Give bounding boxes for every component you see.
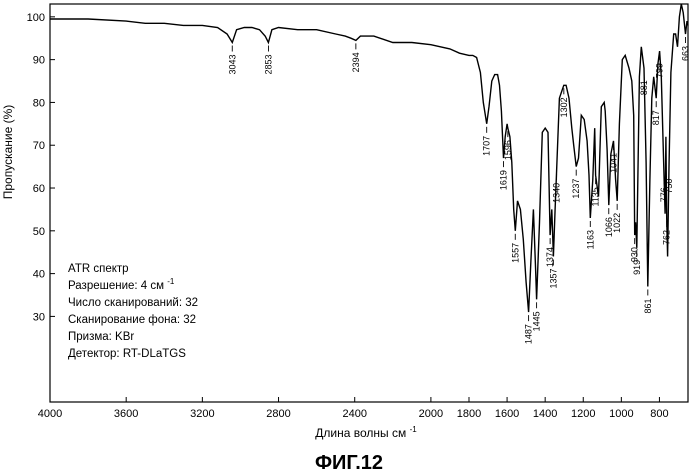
x-tick-label: 1600 [495,408,519,420]
x-tick-label: 3600 [114,408,138,420]
peak-label-text: 930 [630,247,640,262]
x-axis-title-sup: -1 [410,425,418,434]
x-axis-title-text: Длина волны см [315,426,406,440]
info-resolution-text: Разрешение: 4 см [68,280,164,292]
peak-label-text: 2394 [351,52,361,72]
peak-label-text: 1237 [571,179,581,199]
peak-label: 1707 [482,127,492,156]
peak-label: 1557 [510,234,520,263]
peak-label: 3043 [227,46,237,75]
peak-label: 2853 [263,46,273,75]
info-line-scans: Число сканирований: 32 [68,297,198,309]
peak-label: 930 [630,238,640,262]
x-tick-label: 2800 [266,408,290,420]
x-tick-label: 1200 [571,408,595,420]
peak-label: 1619 [499,161,509,190]
peak-label: 1445 [532,302,542,331]
peak-label: 861 [643,289,653,313]
spectrum-line [50,4,688,312]
peak-label: 2394 [351,43,361,72]
info-line-background: Сканирование фона: 32 [68,314,196,326]
y-tick-label: 50 [33,226,45,238]
y-tick-label: 40 [33,269,45,281]
y-tick-label: 30 [33,311,45,323]
x-tick-label: 1800 [457,408,481,420]
peak-label-text: 919 [632,260,642,275]
peak-label-text: 817 [651,110,661,125]
x-tick-label: 2000 [419,408,443,420]
peak-label: 881 [639,71,649,95]
x-tick-label: 800 [650,408,668,420]
y-tick-label: 90 [33,55,45,67]
peak-label-text: 1707 [482,136,492,156]
peak-label-text: 663 [681,46,691,61]
peak-label: 1041 [609,144,619,173]
peak-label-text: 1596 [503,140,513,160]
peak-label-text: 1445 [532,311,542,331]
info-block: ATR спектр Разрешение: 4 см -1 Число ска… [68,263,198,360]
peak-label-text: 861 [643,299,653,314]
x-tick-label: 1400 [533,408,557,420]
x-tick-label: 4000 [38,408,62,420]
peak-label: 1022 [612,204,622,233]
figure-caption: ФИГ.12 [315,452,383,473]
peak-label-text: 1022 [612,213,622,233]
info-line-resolution: Разрешение: 4 см -1 [68,277,175,292]
info-line-detector: Детектор: RT-DLaTGS [68,348,186,360]
y-tick-label: 80 [33,97,45,109]
x-tick-label: 2400 [342,408,366,420]
x-tick-label: 3200 [190,408,214,420]
peak-label-text: 3043 [227,55,237,75]
peak-label-text: 1041 [609,153,619,173]
peak-label: 1237 [571,170,581,199]
peak-label-text: 799 [655,63,665,78]
info-line-spectrum: ATR спектр [68,263,129,275]
peak-label: 799 [655,54,665,78]
info-resolution-sup: -1 [167,277,175,286]
info-line-prism: Призма: KBr [68,331,134,343]
peak-label-text: 1357 [548,269,558,289]
peak-label: 1340 [552,174,562,203]
y-axis-title: Пропускание (%) [1,105,15,200]
y-tick-label: 60 [33,183,45,195]
peak-label-text: 762 [662,230,672,245]
peak-label-text: 750 [664,179,674,194]
peak-label: 817 [651,101,661,125]
peak-label-text: 1135 [591,187,601,206]
peak-label-text: 1619 [499,170,509,190]
peak-label: 762 [662,221,672,245]
y-tick-label: 70 [33,140,45,152]
y-tick-label: 100 [27,12,45,24]
peak-label-text: 2853 [263,55,273,75]
peak-label: 1596 [503,131,513,160]
peak-label-text: 1340 [552,183,562,203]
peak-label-text: 1557 [510,243,520,263]
peak-label: 663 [681,37,691,61]
x-tick-label: 1000 [609,408,633,420]
peak-label: 1163 [585,221,595,249]
x-axis-title: Длина волны см -1 [315,425,417,440]
peak-label-text: 1163 [585,230,595,249]
peak-label-text: 1302 [559,97,569,117]
peak-label-text: 881 [639,80,649,95]
